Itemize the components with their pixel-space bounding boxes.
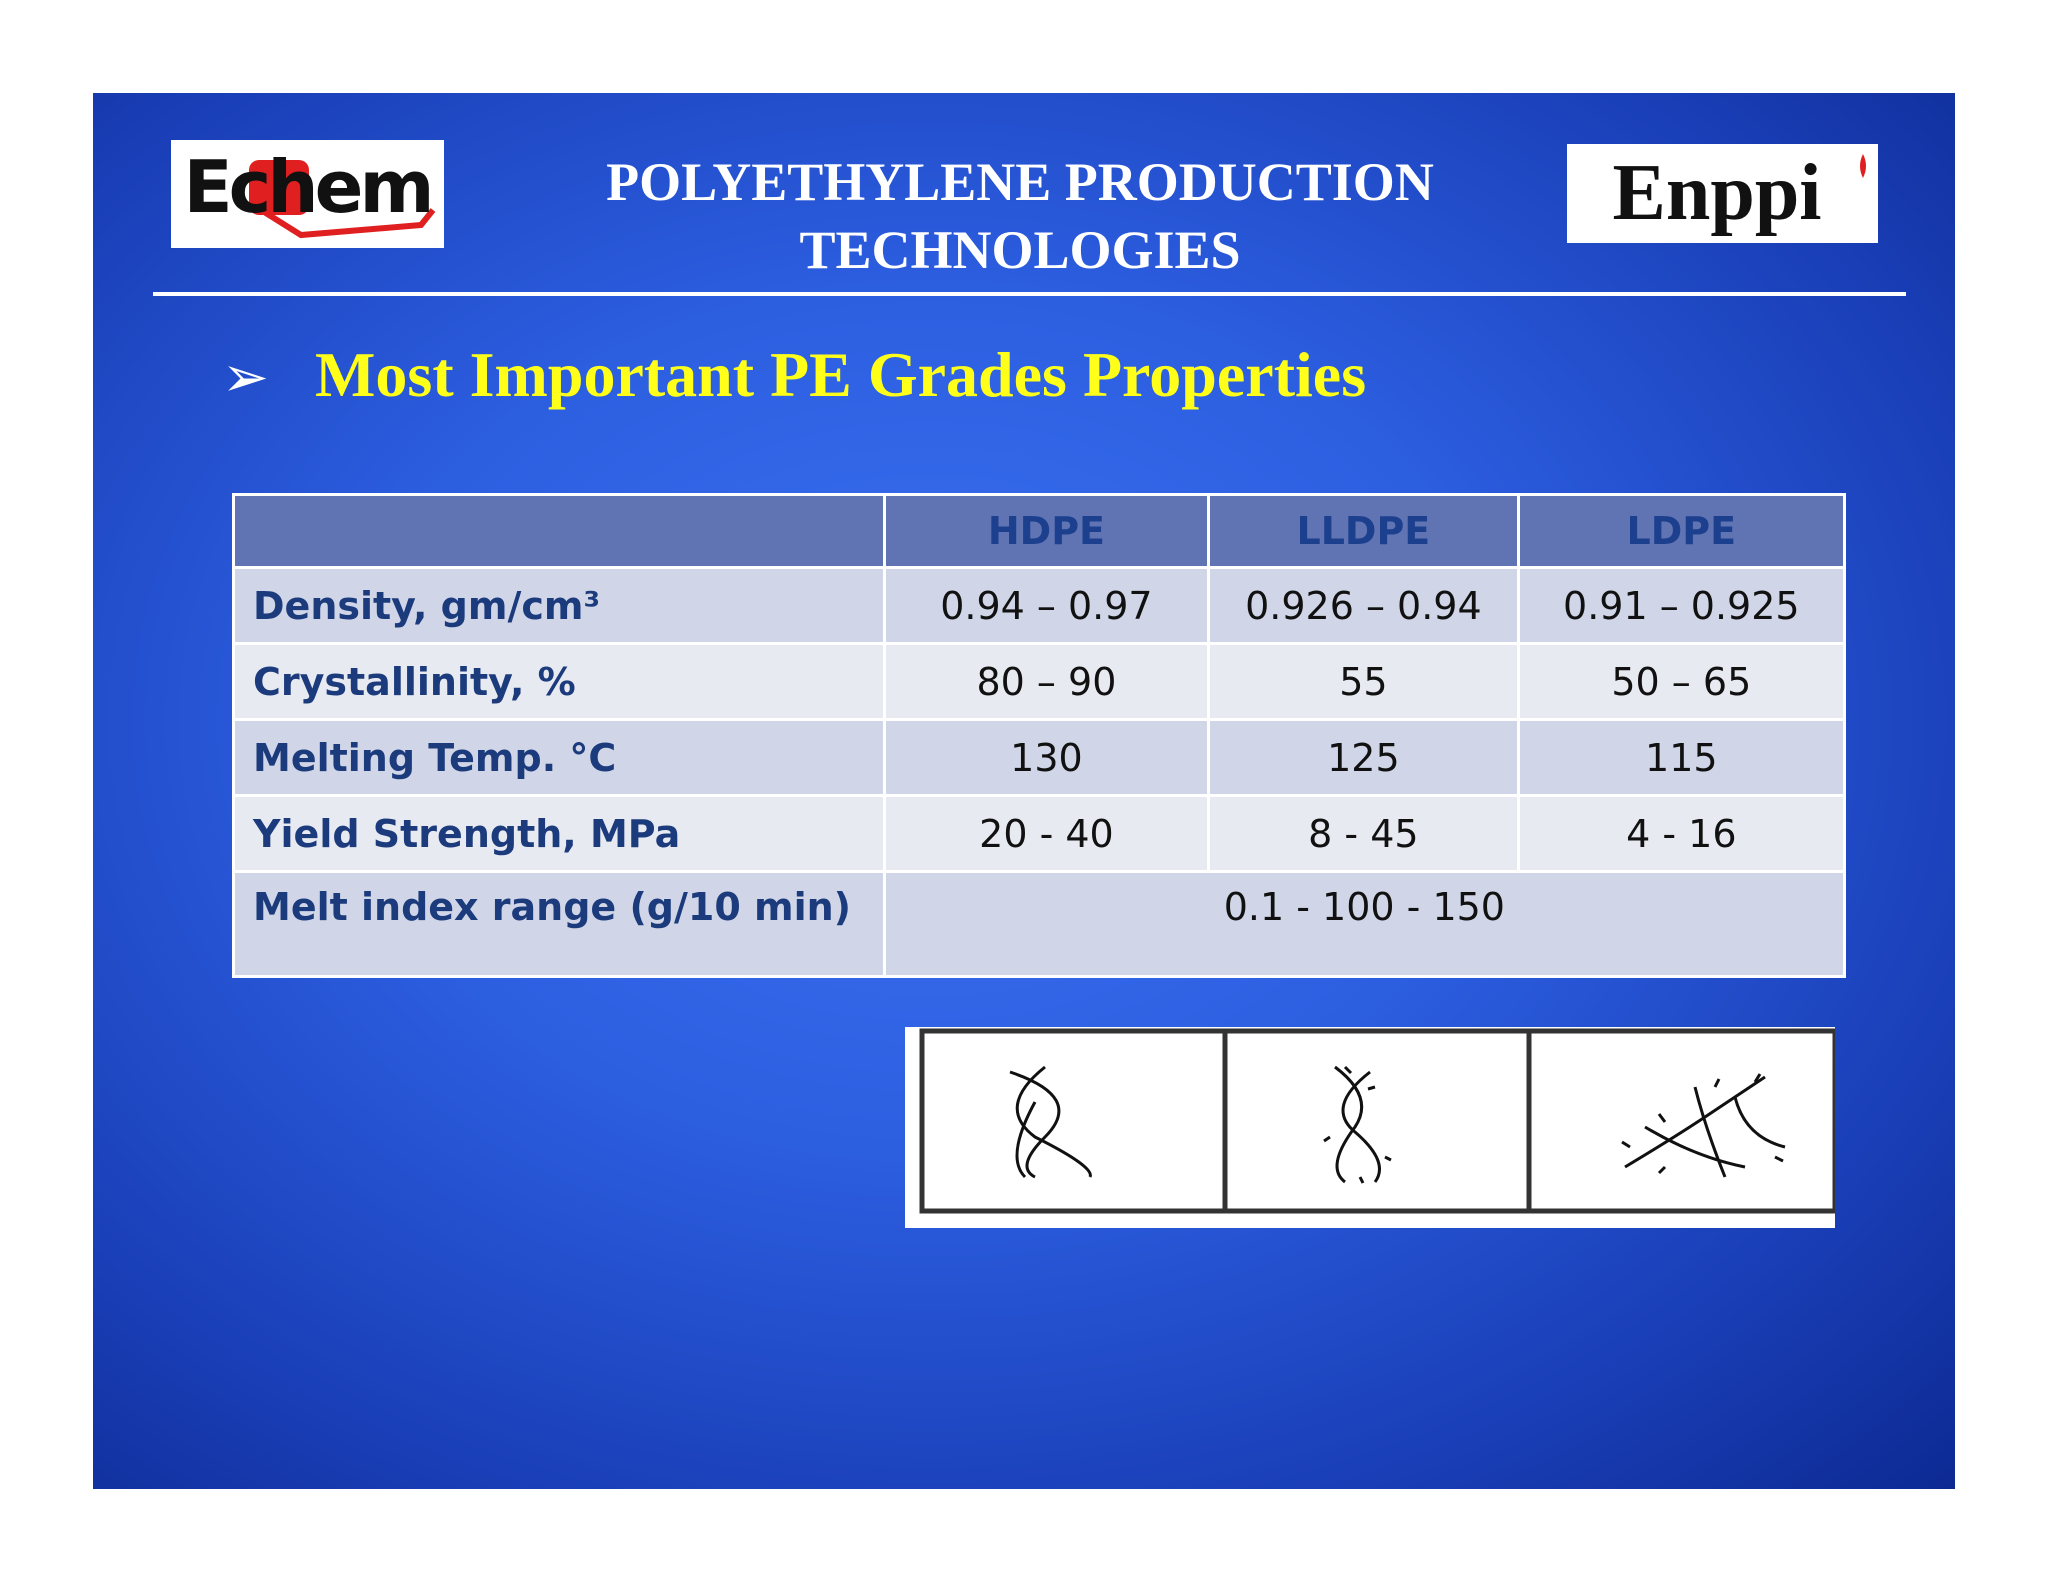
cell: 8 - 45 (1207, 794, 1520, 873)
table-row: Yield Strength, MPa 20 - 40 8 - 45 4 - 16 (232, 794, 1847, 873)
cell: 0.94 – 0.97 (882, 566, 1211, 645)
cell: 55 (1207, 642, 1520, 721)
logo-echem: Echem (171, 140, 444, 248)
divider (153, 292, 1906, 296)
cell: 50 – 65 (1516, 642, 1847, 721)
table-row: Melt index range (g/10 min) 0.1 - 100 - 1… (232, 870, 1847, 978)
bullet: ➢ (222, 345, 269, 410)
logo-text: Echem (184, 145, 431, 229)
table-row: Density, gm/cm³ 0.94 – 0.97 0.926 – 0.94 0.… (232, 566, 1847, 645)
cell: 130 (882, 718, 1211, 797)
heading: Most Important PE Grades Properties (315, 339, 1367, 410)
logo-echem-art: Echem (184, 145, 436, 239)
row-label: Crystallinity, % (232, 642, 886, 721)
logo-enppi-art: Enppi (1612, 149, 1866, 237)
table-row: Crystallinity, % 80 – 90 55 50 – 65 (232, 642, 1847, 721)
row-label: Density, gm/cm³ (232, 566, 886, 645)
chain-diagrams (905, 1027, 1835, 1228)
cell: 125 (1207, 718, 1520, 797)
column-header: LLDPE (1207, 493, 1520, 569)
header-row: HDPE LLDPE LDPE (232, 493, 1847, 569)
logo-enppi: Enppi (1567, 144, 1878, 243)
column-header: HDPE (882, 493, 1211, 569)
row-label: Melt index range (g/10 min) (232, 870, 886, 978)
corner-cell (232, 493, 886, 569)
logo-text: Enppi (1612, 149, 1821, 237)
row-label: Melting Temp. °C (232, 718, 886, 797)
column-header: LDPE (1516, 493, 1847, 569)
cell: 0.1 - 100 - 150 (882, 870, 1847, 978)
title: POLYETHYLENE PRODUCTION TECHNOLOGIES (606, 152, 1434, 280)
table-row: Melting Temp. °C 130 125 115 (232, 718, 1847, 797)
row-label: Yield Strength, MPa (232, 794, 886, 873)
properties-table: HDPE LLDPE LDPE Density, gm/cm³ 0.94 – 0.97… (232, 493, 1847, 978)
cell: 0.91 – 0.925 (1516, 566, 1847, 645)
cell: 4 - 16 (1516, 794, 1847, 873)
cell: 115 (1516, 718, 1847, 797)
cell: 0.926 – 0.94 (1207, 566, 1520, 645)
cell: 20 - 40 (882, 794, 1211, 873)
cell: 80 – 90 (882, 642, 1211, 721)
